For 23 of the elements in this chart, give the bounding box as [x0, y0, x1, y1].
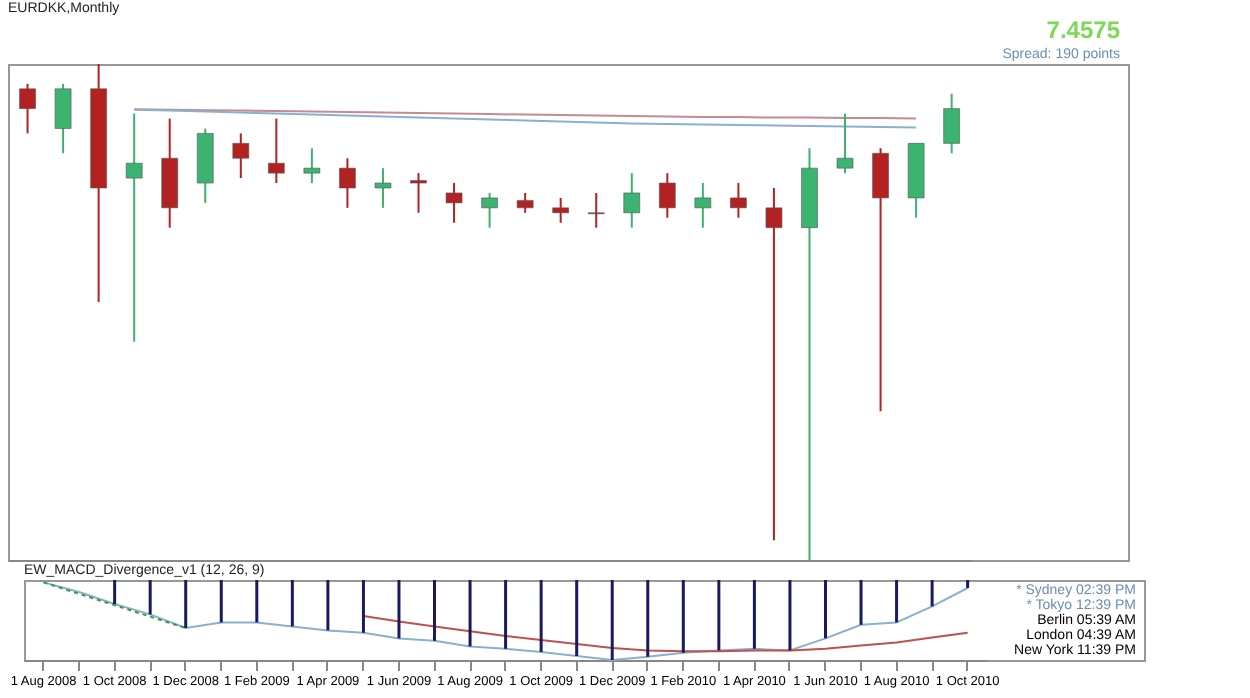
text: 7.4575	[1046, 16, 1121, 44]
candlestick	[552, 196, 569, 224]
candlestick	[303, 147, 321, 185]
candlestick	[374, 167, 392, 209]
candlestick	[232, 132, 250, 180]
candlestick	[125, 112, 143, 343]
candlestick	[730, 182, 747, 219]
candlestick	[659, 172, 676, 219]
candlestick	[587, 191, 605, 229]
candlestick	[694, 182, 712, 229]
candlestick	[623, 172, 641, 229]
candlestick	[943, 92, 960, 155]
candlestick	[765, 187, 783, 542]
candlestick	[516, 191, 534, 214]
candlestick	[872, 147, 889, 413]
candlestick	[410, 172, 427, 214]
candlestick	[445, 182, 463, 224]
candlestick	[339, 157, 356, 209]
candlestick	[19, 82, 36, 135]
candlestick	[54, 82, 72, 155]
candlestick	[481, 191, 498, 229]
candlestick	[268, 117, 285, 185]
candlestick	[836, 112, 854, 175]
